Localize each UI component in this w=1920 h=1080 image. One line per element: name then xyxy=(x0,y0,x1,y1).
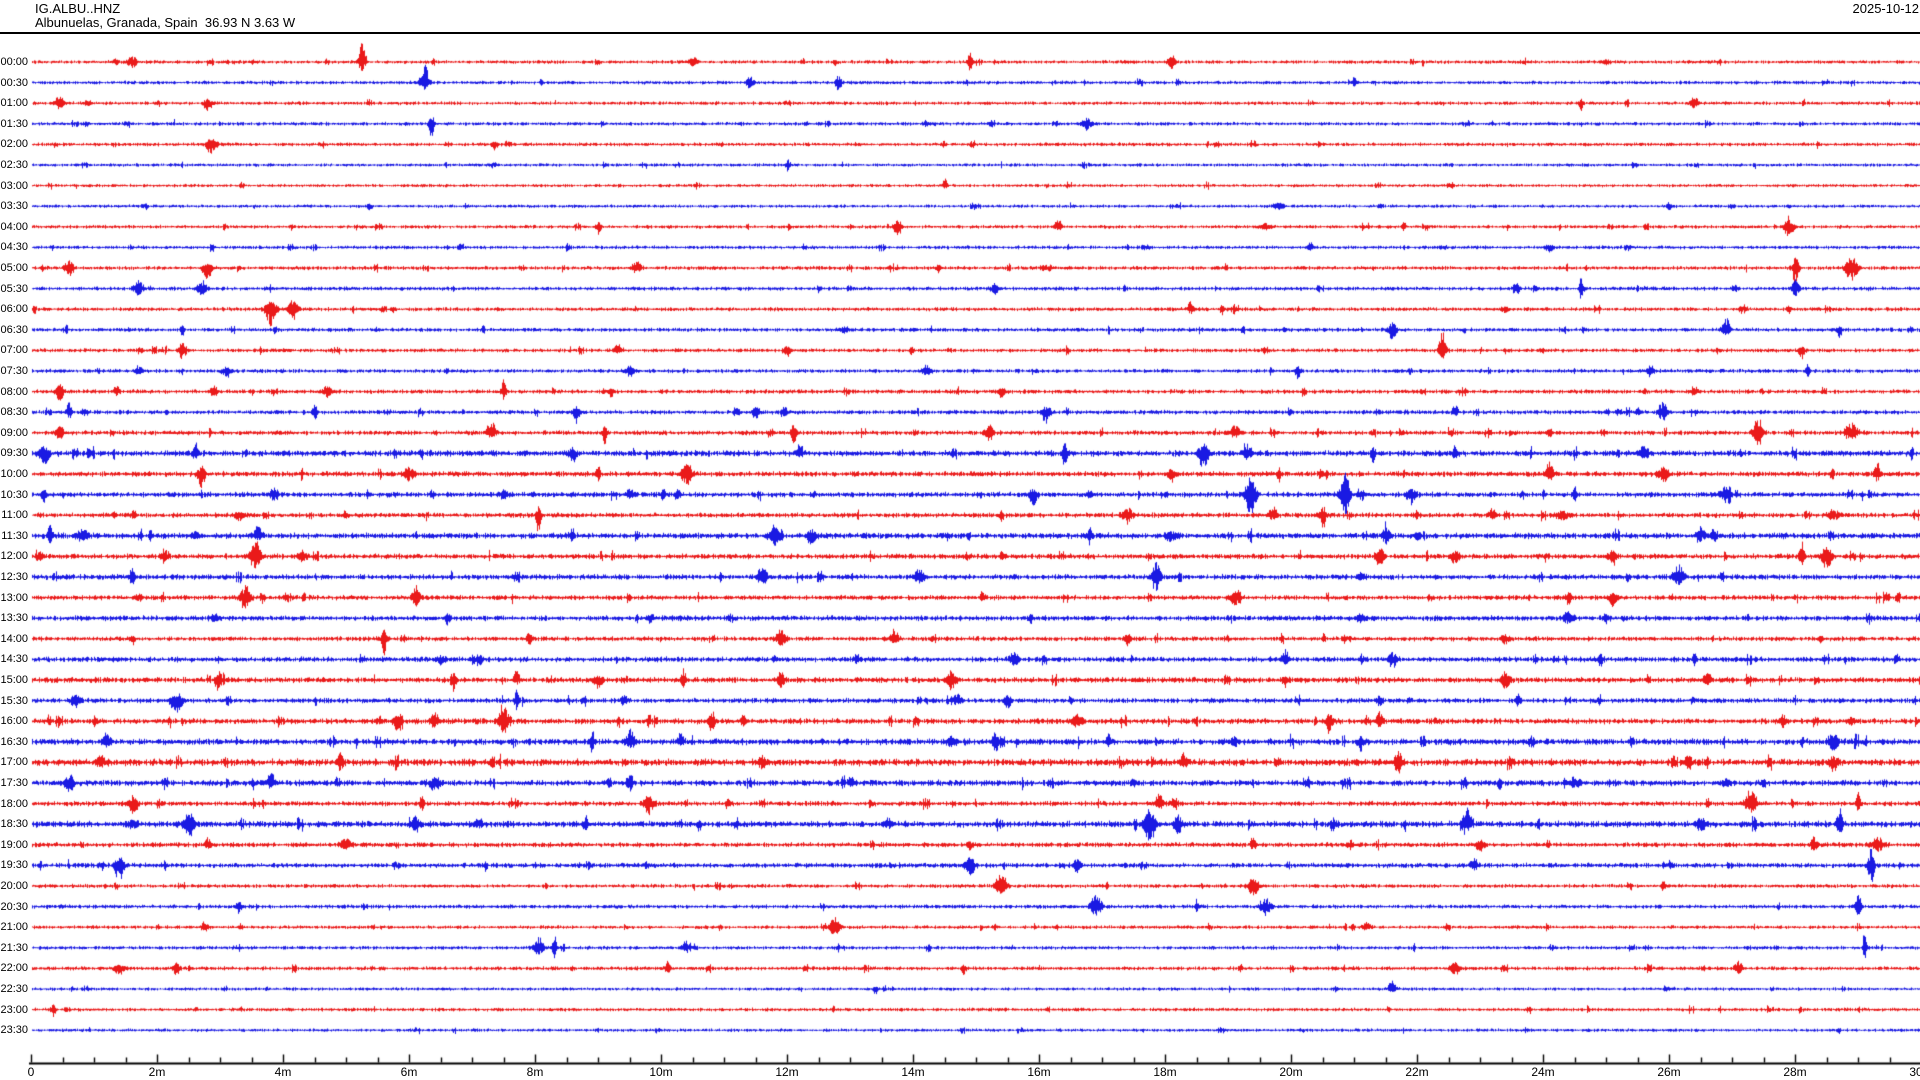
axis-tick-label: 28m xyxy=(1783,1065,1807,1079)
row-time-label: 03:00 xyxy=(0,179,28,192)
row-time-label: 20:00 xyxy=(0,880,28,892)
row-time-label: 14:30 xyxy=(0,653,28,666)
station-location: Albunuelas, Granada, Spain 36.93 N 3.63 … xyxy=(35,15,296,30)
row-time-label: 10:30 xyxy=(0,488,28,501)
axis-tick-label: 30m xyxy=(1909,1065,1920,1079)
row-time-label: 04:30 xyxy=(0,241,28,254)
axis-tick-label: 10m xyxy=(649,1065,673,1079)
row-time-label: 21:00 xyxy=(0,921,28,934)
row-time-label: 01:00 xyxy=(0,97,28,110)
row-time-label: 16:30 xyxy=(0,735,28,748)
row-time-label: 16:00 xyxy=(0,715,28,728)
row-time-label: 23:00 xyxy=(0,1003,28,1016)
row-time-label: 07:30 xyxy=(0,365,28,377)
row-time-label: 21:30 xyxy=(0,941,28,954)
row-time-label: 13:00 xyxy=(0,591,28,604)
row-time-label: 17:30 xyxy=(0,777,28,789)
row-time-label: 12:30 xyxy=(0,571,28,583)
row-time-label: 02:30 xyxy=(0,159,28,171)
row-time-label: 11:00 xyxy=(1,509,28,522)
axis-tick-label: 4m xyxy=(274,1065,292,1079)
row-time-label: 08:00 xyxy=(0,385,28,398)
row-time-label: 00:00 xyxy=(0,56,28,68)
row-time-label: 13:30 xyxy=(0,612,28,625)
row-time-label: 19:00 xyxy=(0,838,28,851)
axis-tick-label: 14m xyxy=(901,1065,925,1079)
row-time-label: 11:30 xyxy=(1,529,28,542)
row-time-label: 09:30 xyxy=(0,447,28,460)
row-time-label: 03:30 xyxy=(0,200,28,213)
row-time-label: 09:00 xyxy=(0,426,28,439)
row-time-label: 22:00 xyxy=(0,962,28,975)
axis-tick-label: 12m xyxy=(775,1065,799,1079)
header: IG.ALBU..HNZ Albunuelas, Granada, Spain … xyxy=(0,0,1920,32)
row-time-label: 06:30 xyxy=(0,323,28,336)
axis-tick-label: 16m xyxy=(1027,1065,1051,1079)
row-time-label: 17:00 xyxy=(0,756,28,769)
axis-tick-label: 26m xyxy=(1657,1065,1681,1079)
axis-tick-label: 0 xyxy=(27,1065,35,1079)
row-time-label: 22:30 xyxy=(0,983,28,995)
row-time-label: 05:00 xyxy=(0,262,28,274)
row-time-label: 01:30 xyxy=(0,117,28,130)
row-time-label: 08:30 xyxy=(0,406,28,419)
axis-tick-label: 18m xyxy=(1153,1065,1177,1079)
row-time-label: 15:00 xyxy=(0,674,28,686)
row-time-label: 04:00 xyxy=(0,220,28,233)
axis-tick-label: 20m xyxy=(1279,1065,1303,1079)
axis-tick-label: 6m xyxy=(400,1065,418,1079)
axis-tick-label: 8m xyxy=(526,1065,544,1079)
row-time-label: 14:00 xyxy=(0,632,28,645)
row-time-label: 18:00 xyxy=(0,797,28,810)
axis-tick-label: 24m xyxy=(1531,1065,1555,1079)
row-time-label: 06:00 xyxy=(0,303,28,316)
row-time-label: 19:30 xyxy=(0,859,28,872)
row-time-label: 05:30 xyxy=(0,282,28,295)
row-time-label: 00:30 xyxy=(0,76,28,89)
row-time-label: 02:00 xyxy=(0,138,28,151)
row-time-label: 15:30 xyxy=(0,694,28,707)
row-time-label: 07:00 xyxy=(0,344,28,357)
header-separator xyxy=(0,32,1920,34)
row-time-label: 20:30 xyxy=(0,900,28,913)
axis-tick-label: 2m xyxy=(148,1065,166,1079)
row-time-label: 18:30 xyxy=(0,818,28,831)
row-time-label: 23:30 xyxy=(0,1024,28,1037)
station-code: IG.ALBU..HNZ xyxy=(35,1,121,16)
axis-tick-label: 22m xyxy=(1405,1065,1429,1079)
row-time-label: 10:00 xyxy=(0,468,28,480)
plot-date: 2025-10-12 xyxy=(1852,1,1920,16)
row-time-label: 12:00 xyxy=(0,550,28,563)
